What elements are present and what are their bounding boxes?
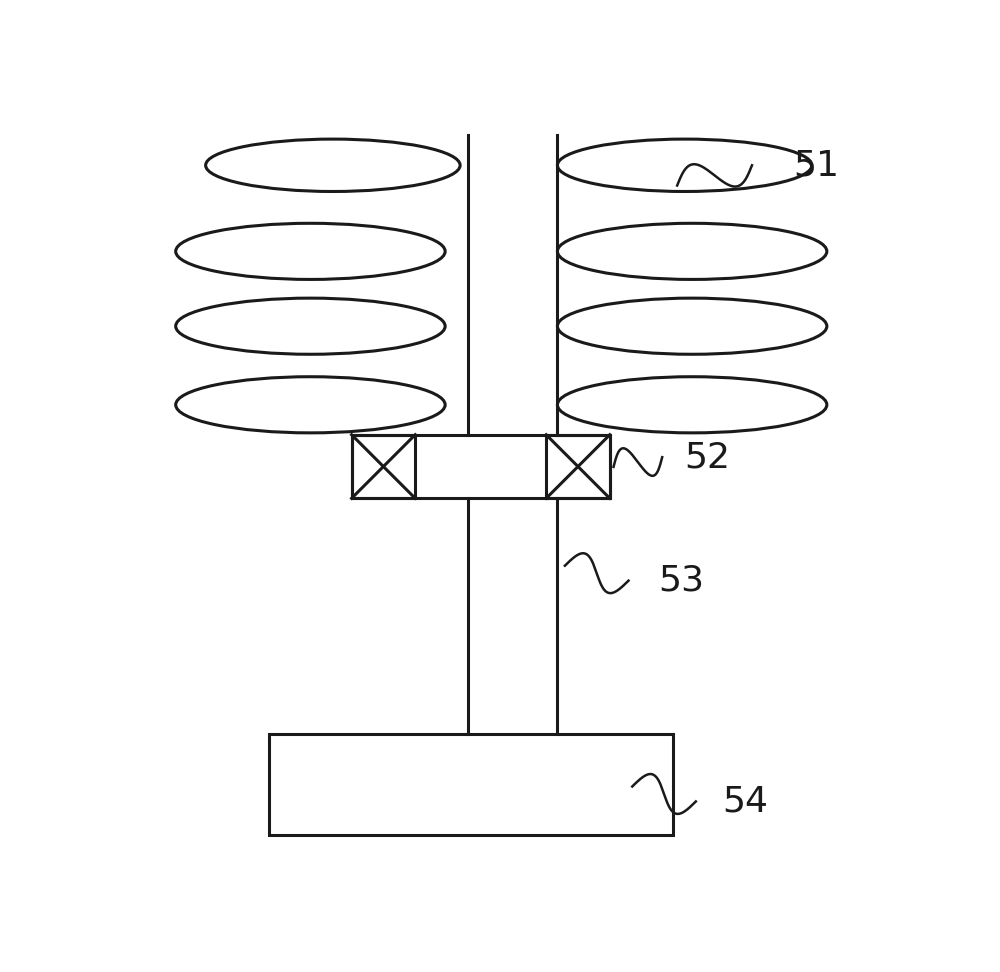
Bar — [546, 434, 610, 499]
Text: 53: 53 — [658, 564, 704, 598]
Bar — [352, 434, 610, 499]
Bar — [352, 434, 415, 499]
Bar — [269, 734, 673, 835]
Text: 54: 54 — [722, 784, 768, 818]
Text: 52: 52 — [685, 440, 731, 474]
Text: 51: 51 — [793, 149, 839, 183]
